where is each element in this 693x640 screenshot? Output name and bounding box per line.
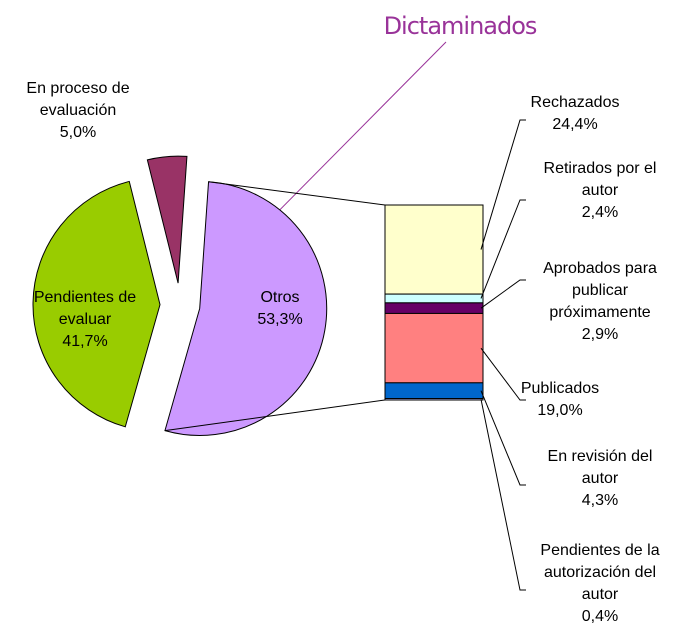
segment-label: Rechazados bbox=[530, 94, 620, 111]
slice-label: En proceso de evaluación bbox=[26, 80, 130, 119]
bar-segment bbox=[384, 293, 484, 304]
segment-label: Pendientes de la autorización del autor bbox=[540, 542, 660, 603]
slice-label: Pendientes de evaluar bbox=[33, 289, 137, 328]
pie-slice bbox=[146, 155, 188, 284]
leader-line bbox=[480, 347, 526, 401]
bar-segment bbox=[384, 312, 484, 384]
leader-line bbox=[480, 279, 526, 309]
leader-line bbox=[480, 399, 526, 591]
segment-label: Aprobados para publicar próximamente bbox=[543, 260, 657, 321]
slice-value: 41,7% bbox=[62, 333, 108, 350]
bar-segment bbox=[384, 302, 484, 314]
leader-line bbox=[480, 390, 526, 486]
segment-value: 2,4% bbox=[581, 204, 619, 221]
chart-title: Dictaminados bbox=[383, 12, 538, 40]
segment-value: 24,4% bbox=[552, 116, 598, 133]
connector bbox=[208, 181, 386, 206]
slice-value: 53,3% bbox=[257, 311, 303, 328]
segment-value: 0,4% bbox=[581, 608, 619, 625]
slice-label: Otros bbox=[260, 289, 300, 306]
bar-segment bbox=[384, 382, 484, 400]
bar-segment bbox=[384, 398, 484, 401]
bar-segment bbox=[384, 204, 484, 295]
segment-value: 4,3% bbox=[581, 492, 619, 509]
connector bbox=[164, 399, 386, 432]
pie-slice bbox=[32, 180, 161, 428]
leader-line bbox=[480, 119, 526, 250]
slice-value: 5,0% bbox=[59, 124, 97, 141]
pie-slice bbox=[164, 181, 328, 436]
segment-value: 2,9% bbox=[581, 326, 619, 343]
segment-value: 19,0% bbox=[537, 402, 583, 419]
segment-label: En revisión del autor bbox=[547, 448, 653, 487]
leader-line bbox=[480, 199, 526, 299]
segment-label: Retirados por el autor bbox=[543, 160, 657, 199]
segment-label: Publicados bbox=[520, 380, 600, 397]
